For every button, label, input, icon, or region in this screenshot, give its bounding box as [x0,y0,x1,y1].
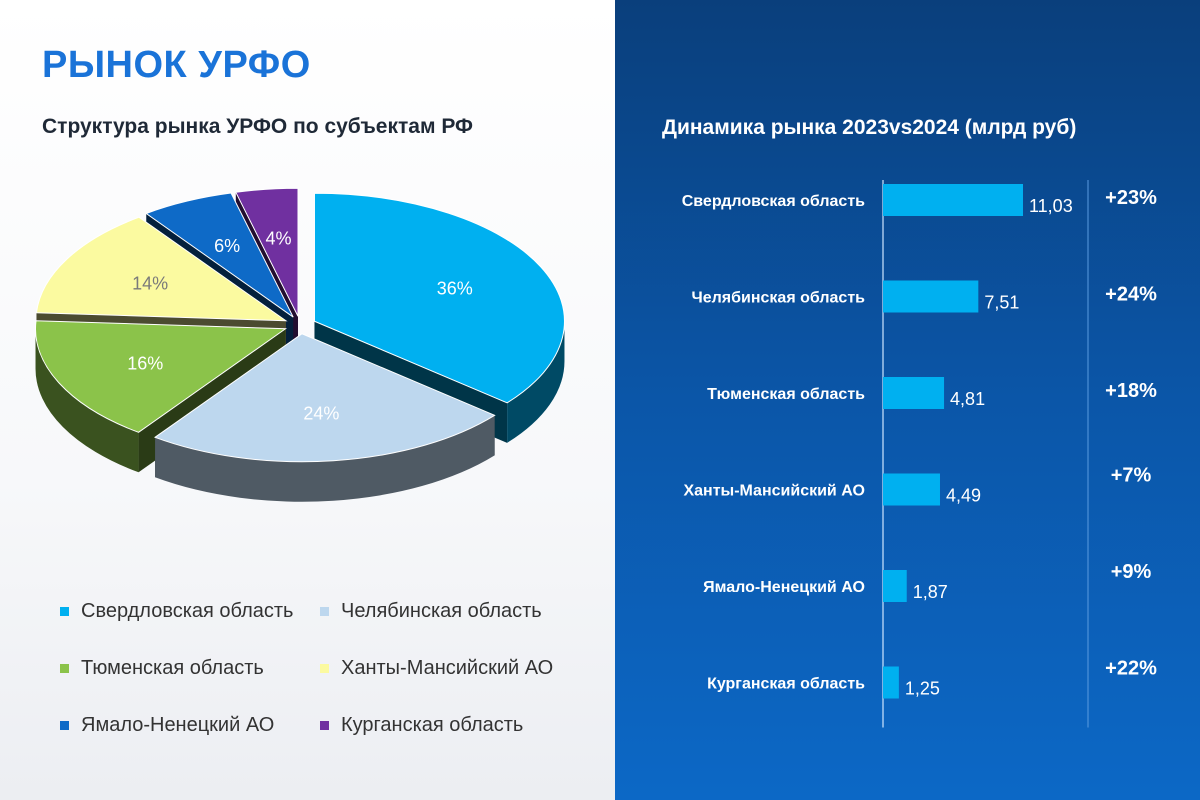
bar-category-label: Тюменская область [707,386,865,403]
growth-label: +7% [1111,465,1152,487]
pie-slice-label: 14% [132,274,168,294]
legend-label: Свердловская область [81,600,294,622]
legend-swatch [320,721,329,730]
legend-item: Челябинская область [320,600,542,623]
bar-chart-title: Динамика рынка 2023vs2024 (млрд руб) [662,116,1077,139]
legend-label: Ханты-Мансийский АО [341,657,554,679]
pie-slice [153,333,496,463]
legend-swatch [60,607,69,616]
pie-slice-side [507,321,565,443]
bar [883,377,945,409]
pie-slice [313,192,565,404]
growth-label: +24% [1105,284,1157,306]
pie-slice-side [155,415,495,502]
bar-value-label: 11,03 [1029,196,1073,216]
growth-label: +18% [1105,380,1157,402]
legend-item: Ямало-Ненецкий АО [60,714,274,737]
legend-swatch [320,607,329,616]
left-panel: РЫНОК УРФО Структура рынка УРФО по субъе… [0,0,615,800]
pie-slice [35,216,288,322]
bar-category-label: Ямало-Ненецкий АО [703,579,865,596]
page-title: РЫНОК УРФО [42,44,311,86]
bar-value-label: 1,25 [905,679,940,699]
bar-category-label: Челябинская область [692,290,866,307]
bar-category-label: Ханты-Мансийский АО [683,483,865,500]
growth-label: +9% [1111,561,1152,583]
bar-value-label: 4,81 [950,389,985,409]
bar-category-label: Свердловская область [682,193,865,210]
growth-label: +22% [1105,658,1157,680]
pie-slice-label: 36% [437,278,473,298]
pie-slice-side [35,328,139,473]
bar-category-label: Курганская область [707,676,865,693]
pie-slice-label: 6% [214,236,240,256]
legend-item: Курганская область [320,714,523,737]
bar [883,666,899,699]
legend-swatch [60,664,69,673]
bar-chart: Свердловская область 11,03 +23% Челябинская… [682,180,1157,728]
legend-label: Тюменская область [81,657,264,679]
bar-value-label: 1,87 [913,582,948,602]
growth-label: +23% [1105,187,1157,209]
pie-chart-title: Структура рынка УРФО по субъектам РФ [42,115,473,138]
bar [883,570,907,602]
bar [883,473,940,506]
pie-slice [35,320,288,433]
bar [883,280,979,313]
pie-slice [235,187,299,317]
pie-chart: 36% 24% 16% 14% 6% 4% [35,187,565,502]
pie-slice-label: 4% [266,229,292,249]
legend-item: Ханты-Мансийский АО [320,657,553,680]
legend-swatch [320,664,329,673]
bar-value-label: 4,49 [946,486,981,506]
legend-label: Ямало-Ненецкий АО [81,714,275,736]
pie-slice [145,192,294,318]
bar [883,184,1023,216]
legend-item: Свердловская область [60,600,293,623]
legend-label: Челябинская область [341,600,542,622]
pie-slice-label: 16% [127,354,163,374]
legend-swatch [60,721,69,730]
legend-item: Тюменская область [60,657,264,680]
legend-label: Курганская область [341,714,524,736]
pie-slice-label: 24% [303,403,339,423]
bar-value-label: 7,51 [984,293,1019,313]
